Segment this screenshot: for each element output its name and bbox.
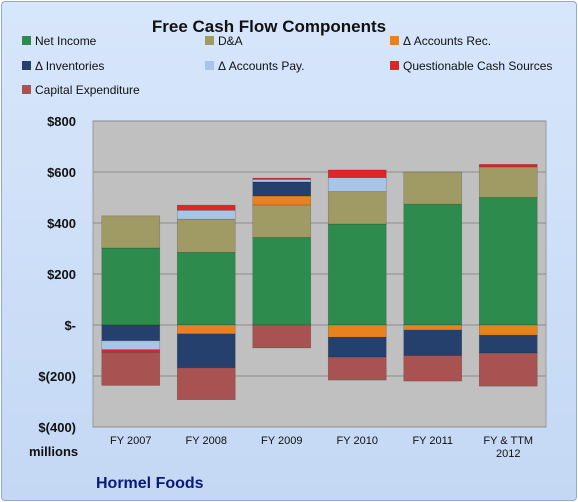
bar-segment [176, 333, 236, 369]
x-category-label: FY 2011 [412, 435, 453, 447]
y-tick-label: $400 [47, 216, 76, 231]
legend-item: Net Income [22, 34, 97, 48]
legend-label: Net Income [35, 34, 97, 48]
legend-label: D&A [218, 34, 243, 48]
bar-segment [327, 169, 387, 178]
bar-segment [327, 356, 387, 381]
legend-label: Capital Expenditure [35, 83, 140, 97]
legend-label: Questionable Cash Sources [403, 59, 552, 73]
x-category-label: FY 2010 [337, 435, 378, 447]
bar-segment [478, 352, 538, 387]
bar-segment [252, 195, 312, 206]
bar-segment [478, 334, 538, 354]
bar-segment [403, 355, 463, 382]
x-category-label: FY 2007 [110, 435, 151, 447]
legend-swatch [22, 61, 31, 70]
bar-segment [252, 237, 312, 326]
bar-segment [176, 367, 236, 401]
chart-title: Free Cash Flow Components [152, 17, 386, 36]
bar-segment [176, 252, 236, 326]
x-category-label: FY & TTM 2012 [483, 435, 533, 460]
legend-item: Δ Accounts Rec. [390, 34, 491, 48]
bar-segment [327, 324, 387, 338]
y-tick-label: $(400) [38, 420, 76, 435]
bar-segment [252, 181, 312, 197]
bar-segment [176, 218, 236, 253]
legend-item: Δ Inventories [22, 59, 104, 73]
bar-segment [176, 209, 236, 220]
bar-segment [403, 171, 463, 205]
legend-swatch [390, 36, 399, 45]
bar-segment [478, 164, 538, 168]
bar-segment [478, 324, 538, 336]
bar-segment [101, 215, 161, 249]
bar-segment [176, 324, 236, 335]
units-label: millions [29, 444, 78, 459]
legend-item: Capital Expenditure [22, 83, 140, 97]
bar-segment [478, 166, 538, 198]
bar-segment [101, 351, 161, 386]
bar-segment [101, 247, 161, 326]
legend-swatch [205, 36, 214, 45]
y-tick-label: $600 [47, 165, 76, 180]
y-tick-label: $(200) [38, 369, 76, 384]
y-tick-label: $800 [47, 114, 76, 129]
y-tick-label: $200 [47, 267, 76, 282]
bar-segment [327, 177, 387, 192]
bar-segment [252, 204, 312, 238]
legend-label: Δ Accounts Rec. [403, 34, 491, 48]
y-tick-label: $- [64, 318, 76, 333]
bar-segment [252, 177, 312, 180]
legend-item: Δ Accounts Pay. [205, 59, 305, 73]
legend-item: D&A [205, 34, 243, 48]
bar-segment [101, 349, 161, 353]
bar-segment [327, 191, 387, 225]
x-category-label: FY 2008 [186, 435, 227, 447]
legend-label: Δ Inventories [35, 59, 104, 73]
bar-segment [101, 324, 161, 342]
legend-swatch [205, 61, 214, 70]
bar-segment [478, 197, 538, 326]
x-category-label: FY 2009 [261, 435, 302, 447]
legend-swatch [22, 85, 31, 94]
bar-segment [252, 179, 312, 183]
bar-segment [327, 223, 387, 326]
bar-segment [176, 204, 236, 211]
bar-segment [403, 324, 463, 331]
bar-segment [403, 329, 463, 356]
bar-segment [327, 336, 387, 358]
bar-segment [101, 340, 161, 351]
legend-item: Questionable Cash Sources [390, 59, 552, 73]
legend-label: Δ Accounts Pay. [218, 59, 305, 73]
legend-swatch [22, 36, 31, 45]
company-name: Hormel Foods [96, 475, 204, 492]
bar-segment [403, 203, 463, 326]
legend-swatch [390, 61, 399, 70]
bar-segment [252, 324, 312, 349]
